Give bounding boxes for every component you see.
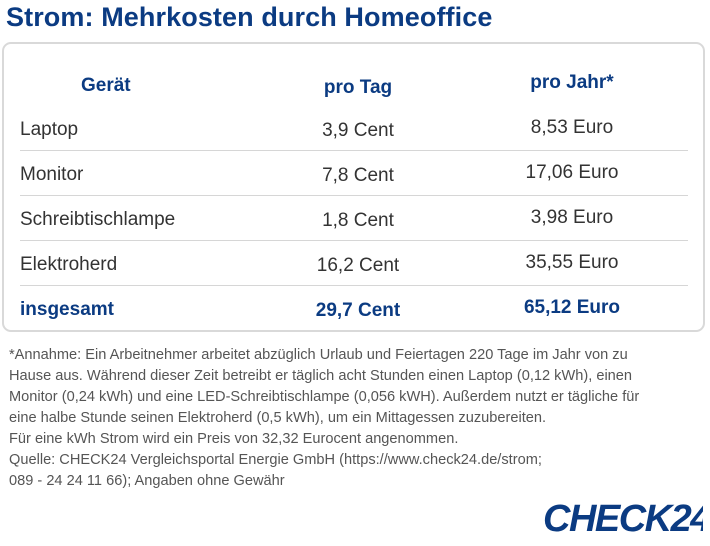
- row-per-year: 3,98 Euro: [530, 207, 614, 228]
- row-per-year: 17,06 Euro: [525, 162, 619, 183]
- footnote: *Annahme: Ein Arbeitnehmer arbeitet abzü…: [9, 345, 699, 492]
- header-per-year: pro Jahr*: [530, 72, 614, 93]
- footnote-line: Monitor (0,24 kWh) und eine LED-Schreibt…: [9, 389, 640, 405]
- row-per-day: 7,8 Cent: [322, 165, 394, 186]
- row-device: Schreibtischlampe: [20, 209, 176, 230]
- footnote-line: Quelle: CHECK24 Vergleichsportal Energie…: [9, 452, 542, 468]
- row-divider: [20, 240, 688, 241]
- footnote-line: 089 - 24 24 11 66); Angaben ohne Gewähr: [9, 473, 285, 489]
- logo-text: CHECK24: [543, 498, 703, 539]
- row-divider: [20, 195, 688, 196]
- footnote-line: *Annahme: Ein Arbeitnehmer arbeitet abzü…: [9, 347, 628, 363]
- row-per-day: 1,8 Cent: [322, 210, 394, 231]
- row-per-day: 3,9 Cent: [322, 120, 394, 141]
- total-per-year: 65,12 Euro: [523, 297, 621, 318]
- header-device: Gerät: [81, 75, 131, 96]
- page-title: Strom: Mehrkosten durch Homeoffice: [6, 2, 493, 32]
- row-device: Elektroherd: [20, 254, 118, 275]
- row-per-year: 8,53 Euro: [530, 117, 614, 138]
- row-divider: [20, 150, 688, 151]
- footnote-line: Hause aus. Während dieser Zeit betreibt …: [9, 368, 633, 384]
- check24-logo: CHECK24: [543, 498, 703, 539]
- row-device: Laptop: [20, 119, 79, 140]
- row-per-year: 35,55 Euro: [525, 252, 619, 273]
- row-per-day: 16,2 Cent: [316, 255, 400, 276]
- footnote-line: eine halbe Stunde seinen Elektroherd (0,…: [9, 410, 547, 426]
- footnote-line: Für eine kWh Strom wird ein Preis von 32…: [9, 431, 459, 447]
- row-divider: [20, 285, 688, 286]
- total-per-day: 29,7 Cent: [315, 300, 401, 321]
- cost-table: Gerät pro Tag pro Jahr* Laptop 3,9 Cent …: [2, 42, 705, 332]
- header-per-day: pro Tag: [323, 77, 393, 98]
- total-label: insgesamt: [20, 299, 114, 320]
- row-device: Monitor: [20, 164, 84, 185]
